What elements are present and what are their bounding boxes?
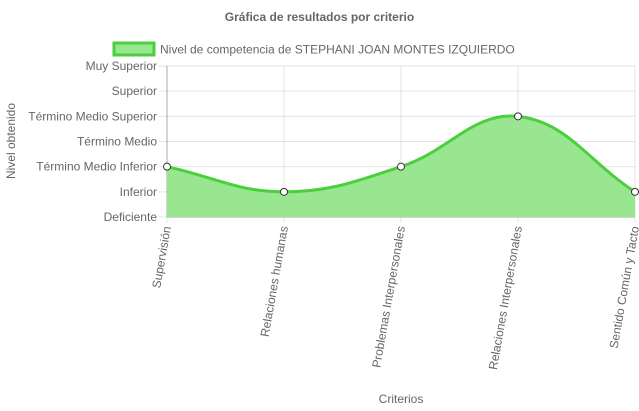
x-tick-label: Sentido Común y Tacto xyxy=(607,225,639,350)
x-axis-ticks: Supervisión Relaciones humanas Problemas I… xyxy=(149,225,639,371)
y-tick-label: Término Medio xyxy=(77,135,157,149)
data-point[interactable] xyxy=(280,187,288,196)
chart-title: Gráfica de resultados por criterio xyxy=(225,10,414,24)
y-axis-ticks: Deficiente Inferior Término Medio Inferior… xyxy=(28,59,157,224)
y-tick-label: Superior xyxy=(112,84,157,98)
x-tick-label: Supervisión xyxy=(149,225,174,289)
data-point[interactable] xyxy=(163,162,171,171)
x-tick-label: Problemas Interpersonales xyxy=(369,225,408,369)
x-tick-label: Relaciones humanas xyxy=(258,225,291,338)
data-point[interactable] xyxy=(397,162,405,171)
data-point[interactable] xyxy=(631,187,639,196)
x-tick-label: Relaciones Interpersonales xyxy=(486,225,525,371)
data-points xyxy=(163,112,639,196)
y-tick-label: Término Medio Superior xyxy=(28,109,157,123)
data-point[interactable] xyxy=(514,112,522,121)
y-axis-title: Nivel obtenido xyxy=(4,103,18,179)
x-axis-title: Criterios xyxy=(379,392,424,406)
legend-swatch xyxy=(112,41,156,57)
legend[interactable]: Nivel de competencia de STEPHANI JOAN MO… xyxy=(112,41,515,57)
series-area-fill xyxy=(167,115,635,217)
y-tick-label: Deficiente xyxy=(104,210,158,224)
y-tick-label: Inferior xyxy=(120,185,157,199)
y-tick-label: Muy Superior xyxy=(86,59,157,73)
y-tick-label: Término Medio Inferior xyxy=(36,160,157,174)
legend-label: Nivel de competencia de STEPHANI JOAN MO… xyxy=(160,43,515,57)
